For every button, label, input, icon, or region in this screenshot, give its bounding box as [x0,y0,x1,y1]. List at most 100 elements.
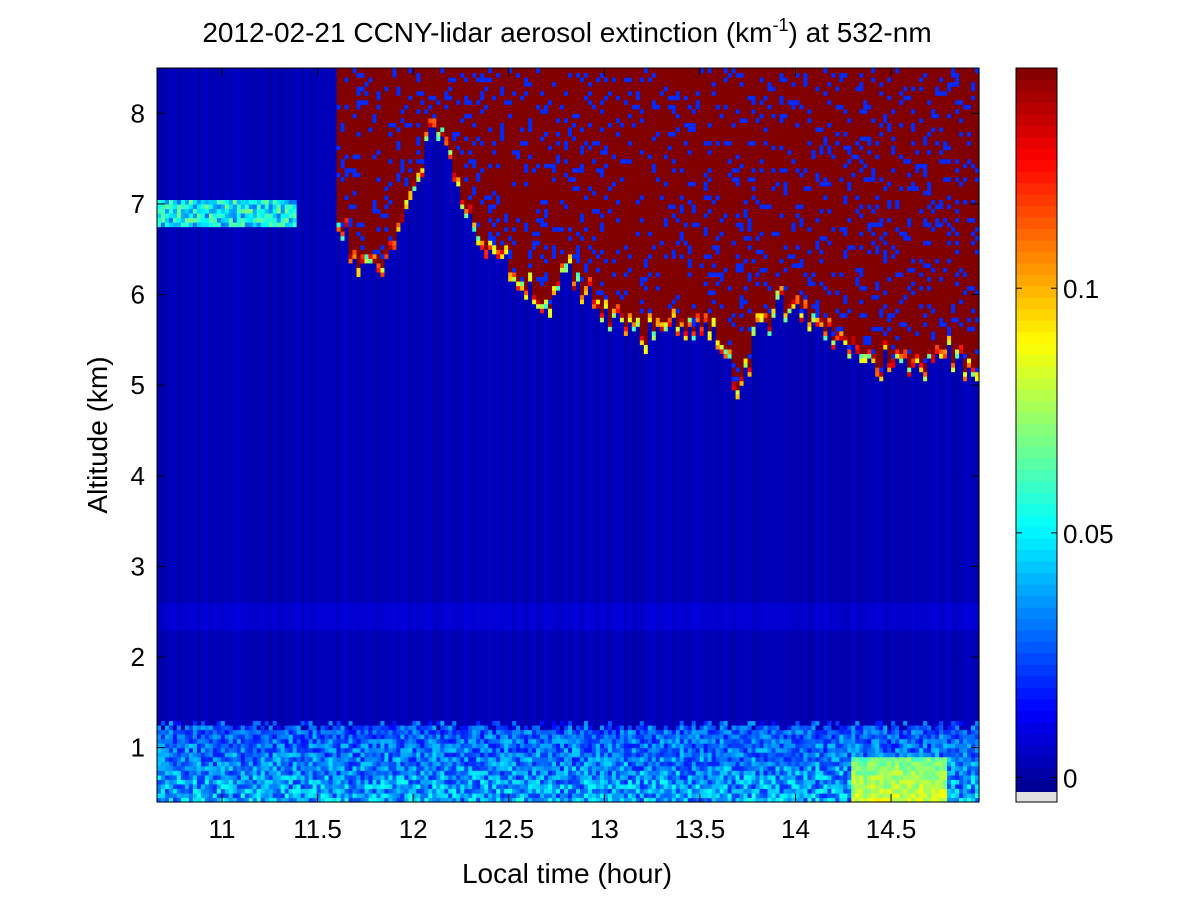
heatmap-cell [540,724,545,731]
heatmap-cell [579,81,585,128]
heatmap-cell [444,792,449,799]
heatmap-cell [412,761,417,767]
heatmap-cell [192,752,198,758]
heatmap-cell [244,738,250,744]
heatmap-cell [759,797,765,803]
heatmap-cell [208,199,214,205]
heatmap-cell [635,734,641,740]
heatmap-cell [376,743,382,749]
heatmap-cell [228,203,234,210]
heatmap-cell [380,602,386,631]
heatmap-cell [384,253,390,259]
heatmap-cell [428,629,433,722]
heatmap-cell [224,783,230,790]
heatmap-cell [472,122,477,128]
heatmap-cell [639,344,645,604]
heatmap-cell [691,308,697,318]
heatmap-cell [368,747,374,753]
heatmap-cell [583,194,589,200]
heatmap-cell [456,629,461,731]
heatmap-cell [208,788,214,794]
heatmap-cell [508,792,513,799]
heatmap-cell [157,779,162,785]
heatmap-cell [196,752,202,758]
heatmap-cell [743,235,749,241]
heatmap-cell [619,752,625,758]
heatmap-cell [396,68,402,87]
heatmap-cell [703,235,709,255]
heatmap-cell [336,729,342,735]
heatmap-cell [583,729,589,735]
heatmap-cell [767,792,773,799]
heatmap-cell [192,734,198,740]
heatmap-cell [599,253,605,282]
heatmap-cell [791,743,797,749]
heatmap-cell [456,131,461,137]
heatmap-cell [452,720,457,726]
heatmap-cell [579,792,585,799]
heatmap-cell [583,720,589,726]
heatmap-cell [639,222,645,278]
heatmap-cell [408,126,413,160]
heatmap-cell [627,321,633,604]
heatmap-cell [172,212,178,219]
heatmap-cell [691,783,697,790]
heatmap-cell [272,729,278,735]
heatmap-cell [288,203,294,210]
heatmap-cell [779,68,785,74]
heatmap-cell [727,353,733,359]
heatmap-cell [364,629,370,726]
heatmap-cell [340,756,346,762]
heatmap-cell [260,226,266,604]
heatmap-cell [372,743,378,749]
heatmap-cell [715,734,721,740]
heatmap-cell [396,774,402,780]
heatmap-cell [739,788,745,794]
heatmap-cell [180,783,186,790]
heatmap-cell [731,783,737,790]
heatmap-cell [679,738,685,744]
heatmap-cell [356,226,362,232]
heatmap-cell [560,203,565,228]
heatmap-cell [711,303,717,318]
heatmap-cell [304,629,310,722]
heatmap-cell [344,752,350,758]
heatmap-cell [388,738,394,744]
heatmap-cell [228,779,234,785]
heatmap-cell [356,267,362,273]
heatmap-cell [157,747,162,753]
heatmap-cell [468,783,473,790]
heatmap-cell [548,792,553,799]
heatmap-cell [420,90,425,96]
heatmap-cell [392,747,398,753]
heatmap-cell [687,271,693,278]
heatmap-cell [224,738,230,744]
heatmap-cell [300,792,306,799]
heatmap-cell [775,629,781,726]
heatmap-cell [348,258,354,264]
heatmap-cell [288,602,294,631]
heatmap-cell [216,208,222,214]
heatmap-cell [456,756,461,762]
heatmap-cell [619,743,625,749]
heatmap-cell [651,779,657,785]
heatmap-cell [575,738,581,744]
heatmap-cell [184,734,190,740]
heatmap-cell [775,788,781,794]
heatmap-cell [240,212,246,219]
heatmap-cell [488,783,493,790]
heatmap-cell [731,176,737,182]
heatmap-cell [723,752,729,758]
heatmap-cell [460,199,465,205]
heatmap-cell [404,770,409,776]
heatmap-cell [536,235,541,241]
heatmap-cell [284,203,290,210]
heatmap-cell [360,629,366,726]
heatmap-cell [759,770,765,776]
heatmap-cell [464,117,469,137]
heatmap-cell [695,747,701,753]
heatmap-cell [200,212,206,219]
heatmap-cell [360,226,366,237]
heatmap-cell [328,779,334,785]
heatmap-cell [759,321,765,604]
